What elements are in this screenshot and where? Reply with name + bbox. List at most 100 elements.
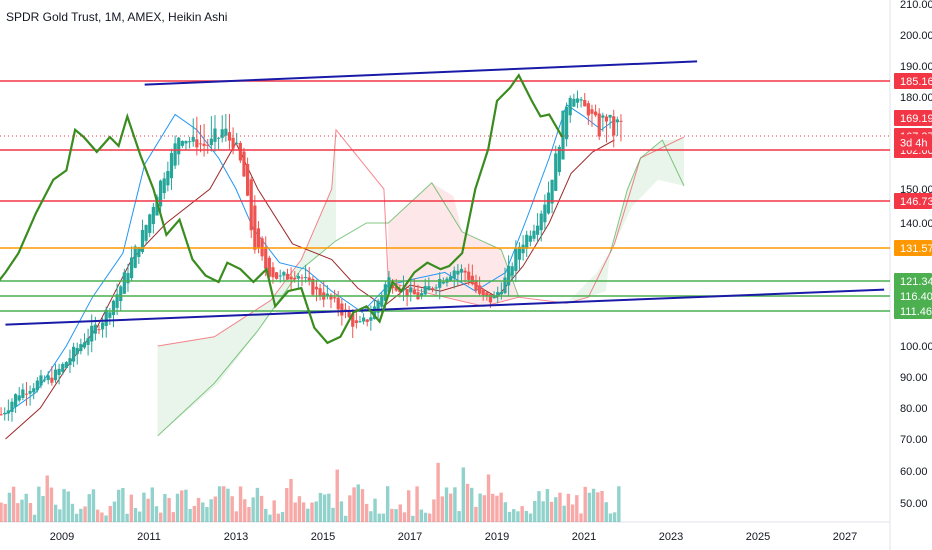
volume-bar [163,494,167,522]
candle-body [539,213,543,231]
volume-bar [343,515,348,522]
volume-bar [3,503,7,522]
volume-bar [301,502,306,522]
candle-body [369,317,373,321]
candle-body [188,141,192,143]
candle-body [155,196,159,216]
candle-body [3,412,7,415]
volume-bar [180,490,184,522]
candle-body [420,293,424,296]
volume-bar [196,497,201,522]
volume-bar [322,494,327,522]
volume-bar [116,489,121,522]
volume-bar [427,513,432,522]
volume-bar [554,497,558,522]
conversion-line [5,104,615,415]
volume-bar [402,512,407,522]
volume-bar [461,467,466,522]
volume-bar [280,512,285,522]
volume-bar [95,509,100,522]
ichimoku-cloud-bearish [388,182,519,307]
volume-bar [520,506,524,522]
volume-bar [16,503,20,522]
volume-bar [470,487,474,522]
candle-body [278,275,282,277]
candle-body [318,288,322,297]
volume-bar [184,489,188,522]
level-111.46-label: 111.46 [900,306,932,318]
volume-bar [457,511,461,522]
candle-body [6,410,10,414]
candle-body [499,291,503,295]
volume-bar [167,498,171,522]
candle-body [184,140,188,144]
volume-bar [154,506,159,522]
volume-bar [247,507,251,522]
chart-title: SPDR Gold Trust, 1M, AMEX, Heikin Ashi [6,10,228,24]
y-tick-label: 90.00 [900,372,928,384]
volume-bar [549,501,554,522]
ichimoku-cloud-bullish-2 [566,137,684,304]
candle-body [300,277,304,279]
candle-body [133,246,137,268]
volume-bar [226,488,230,522]
candle-body [380,294,384,307]
candle-body [122,272,126,294]
volume-bar [37,486,41,522]
volume-bar [112,501,117,522]
candle-body [209,138,213,146]
volume-bar [251,497,255,522]
volume-bar [406,490,411,522]
y-tick-label: 180.00 [900,92,932,104]
volume-bar [310,502,314,522]
volume-bar [24,493,28,522]
candle-body [293,278,297,280]
candle-body [75,347,79,355]
candle-body [329,294,333,300]
candle-body [14,394,18,407]
volume-bar [583,486,587,522]
volume-bar [385,486,390,522]
candle-body [391,285,395,289]
candle-body [575,98,580,103]
y-tick-label: 190.00 [900,61,932,73]
price-badge-0-label: 169.19 [900,113,932,125]
candle-body [336,297,340,310]
candle-body [507,265,511,286]
level-146.73-label: 146.73 [900,196,932,208]
candle-body [481,289,485,296]
volume-bar [133,508,138,522]
candle-body [39,375,43,386]
candle-body [354,320,358,324]
candle-body [275,272,279,279]
candle-body [130,257,134,279]
level-185.16-label: 185.16 [900,76,932,88]
candle-body [463,270,467,273]
volume-bar [364,503,369,522]
candle-body [126,272,130,284]
volume-bar [507,511,512,522]
candle-body [590,109,594,114]
candle-body [503,277,507,294]
volume-bar [58,509,62,522]
candle-body [82,342,87,348]
candle-body [307,277,311,281]
y-tick-label: 210.00 [900,0,932,11]
level-121.34-label: 121.34 [900,276,932,288]
volume-bar [579,513,583,522]
volume-bar [335,469,339,522]
candle-body [456,270,460,275]
candle-body [21,389,25,398]
candle-body [430,288,435,290]
volume-bar [398,504,402,522]
candle-body [86,338,90,345]
volume-bar [289,478,293,522]
candle-body [474,280,478,291]
candle-body [282,272,286,276]
candle-body [554,153,558,191]
candle-body [572,98,576,107]
candle-body [543,204,547,223]
candle-body [119,286,123,302]
candle-body [101,322,105,330]
